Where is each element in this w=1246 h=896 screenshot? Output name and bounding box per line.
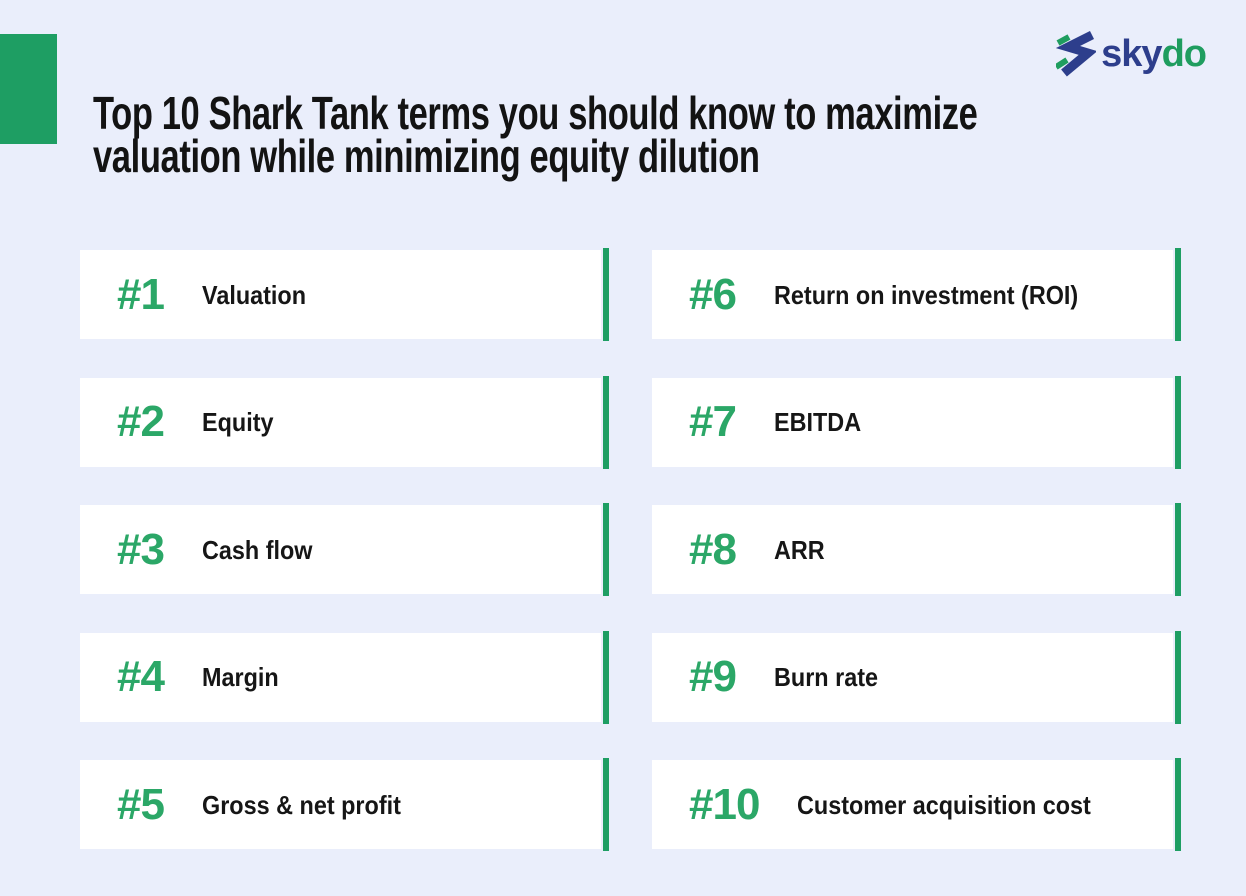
green-accent-rectangle <box>0 34 57 144</box>
term-card-body: #9 Burn rate <box>652 632 1173 722</box>
term-card-body: #6 Return on investment (ROI) <box>652 250 1173 339</box>
term-card-body: #10 Customer acquisition cost <box>652 760 1173 849</box>
term-number: #2 <box>117 397 165 446</box>
term-card-body: #7 EBITDA <box>652 377 1173 467</box>
term-card-arr: #8 ARR <box>652 503 1181 596</box>
term-number: #6 <box>689 269 737 319</box>
term-number: #8 <box>689 524 737 574</box>
logo-text-do: do <box>1161 33 1207 75</box>
term-label: Return on investment (ROI) <box>773 279 1079 310</box>
terms-grid: #1 Valuation #2 Equity #3 Cash flow #4 M… <box>80 248 1181 851</box>
terms-column-right: #6 Return on investment (ROI) #7 EBITDA … <box>652 248 1181 851</box>
term-card-body: #3 Cash flow <box>80 505 601 594</box>
term-card-body: #2 Equity <box>80 377 601 467</box>
term-card-valuation: #1 Valuation <box>80 248 609 341</box>
term-label: Burn rate <box>773 662 878 692</box>
accent-bar <box>1175 503 1181 596</box>
term-label: Valuation <box>201 279 306 310</box>
term-number: #1 <box>117 269 165 319</box>
accent-bar <box>1175 375 1181 469</box>
term-card-body: #4 Margin <box>80 632 601 722</box>
page-title: Top 10 Shark Tank terms you should know … <box>93 87 1193 182</box>
skydo-logo-icon <box>1056 31 1097 77</box>
accent-bar <box>1175 758 1181 851</box>
term-label: ARR <box>773 534 825 565</box>
term-card-burn-rate: #9 Burn rate <box>652 630 1181 724</box>
page-title-line-1: Top 10 Shark Tank terms you should know … <box>93 87 978 139</box>
accent-bar <box>603 248 609 341</box>
term-card-ebitda: #7 EBITDA <box>652 375 1181 469</box>
term-number: #7 <box>689 397 737 446</box>
logo-text-sky: sky <box>1101 33 1162 75</box>
term-card-body: #5 Gross & net profit <box>80 760 601 849</box>
term-card-margin: #4 Margin <box>80 630 609 724</box>
term-number: #4 <box>117 652 165 701</box>
term-label: Equity <box>201 407 274 437</box>
term-label: Margin <box>201 662 279 692</box>
accent-bar <box>1175 248 1181 341</box>
skydo-logo-text: skydo <box>1101 33 1207 75</box>
accent-bar <box>603 630 609 724</box>
term-card-cash-flow: #3 Cash flow <box>80 503 609 596</box>
term-number: #3 <box>117 524 165 574</box>
page-title-line-2: valuation while minimizing equity diluti… <box>93 130 760 182</box>
term-card-equity: #2 Equity <box>80 375 609 469</box>
term-label: Gross & net profit <box>201 789 401 820</box>
accent-bar <box>603 503 609 596</box>
term-card-body: #1 Valuation <box>80 250 601 339</box>
term-label: EBITDA <box>773 407 862 437</box>
term-card-gross-net-profit: #5 Gross & net profit <box>80 758 609 851</box>
term-label: Customer acquisition cost <box>797 789 1092 820</box>
skydo-logo: skydo <box>1056 31 1207 77</box>
term-label: Cash flow <box>201 534 313 565</box>
accent-bar <box>603 375 609 469</box>
term-number: #9 <box>689 652 737 701</box>
term-number: #10 <box>689 779 760 829</box>
term-card-body: #8 ARR <box>652 505 1173 594</box>
term-card-roi: #6 Return on investment (ROI) <box>652 248 1181 341</box>
term-number: #5 <box>117 779 165 829</box>
terms-column-left: #1 Valuation #2 Equity #3 Cash flow #4 M… <box>80 248 609 851</box>
accent-bar <box>1175 630 1181 724</box>
accent-bar <box>603 758 609 851</box>
term-card-customer-acquisition-cost: #10 Customer acquisition cost <box>652 758 1181 851</box>
